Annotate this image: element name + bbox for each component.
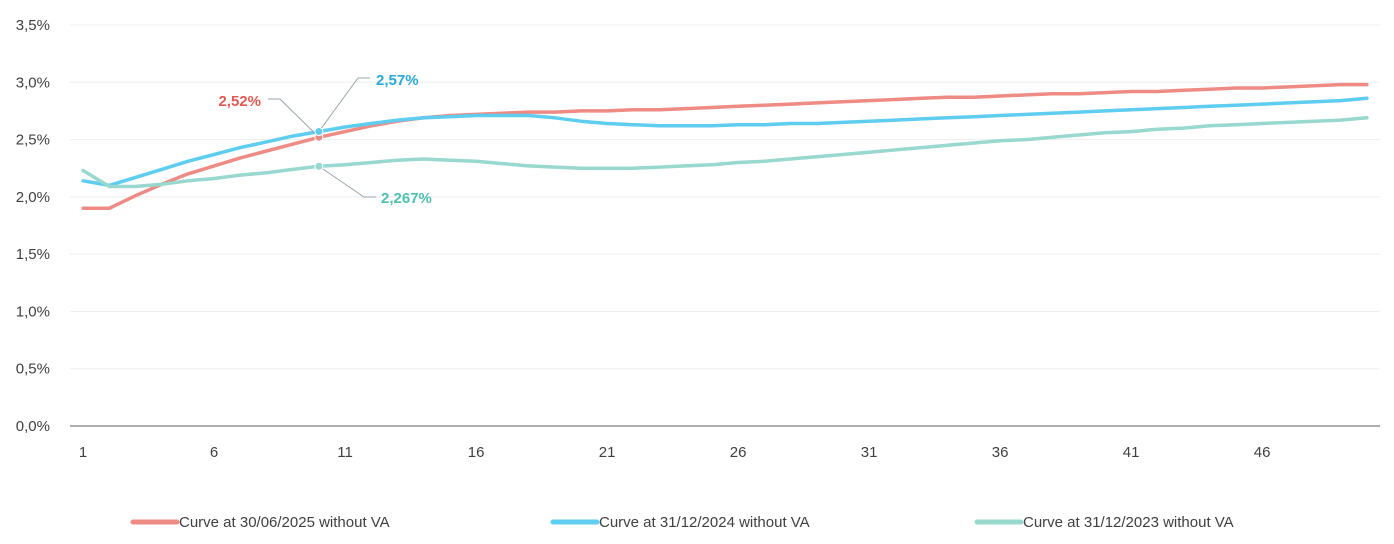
legend-label: Curve at 31/12/2024 without VA (599, 514, 810, 531)
x-tick-label: 6 (210, 444, 218, 461)
leader-line (318, 165, 376, 198)
data-label: 2,267% (381, 190, 432, 207)
x-tick-label: 36 (992, 444, 1009, 461)
leader-line (318, 77, 370, 132)
data-point-marker (314, 161, 324, 171)
legend-label: Curve at 31/12/2023 without VA (1023, 514, 1234, 531)
annotations: 2,52% 2,57% 2,267% (218, 72, 431, 207)
y-tick-label: 1,0% (16, 303, 50, 320)
y-tick-label: 3,0% (16, 74, 50, 91)
series-line-2 (81, 96, 1369, 188)
data-label: 2,57% (376, 72, 419, 89)
y-tick-label: 3,5% (16, 17, 50, 34)
y-tick-label: 2,5% (16, 132, 50, 149)
y-tick-label: 0,5% (16, 361, 50, 378)
legend-label: Curve at 30/06/2025 without VA (179, 514, 390, 531)
x-tick-label: 46 (1254, 444, 1271, 461)
y-axis: 0,0% 0,5% 1,0% 1,5% 2,0% 2,5% 3,0% 3,5% (16, 17, 50, 435)
y-tick-label: 1,5% (16, 246, 50, 263)
data-label: 2,52% (218, 93, 261, 110)
series-lines (81, 82, 1369, 211)
leader-line (268, 98, 320, 138)
x-tick-label: 11 (337, 444, 353, 461)
x-tick-label: 16 (468, 444, 485, 461)
x-tick-label: 31 (861, 444, 878, 461)
x-tick-label: 21 (599, 444, 616, 461)
series-line-3 (81, 116, 1369, 189)
x-tick-label: 26 (730, 444, 747, 461)
x-tick-label: 1 (79, 444, 87, 461)
x-axis: 1 6 11 16 21 26 31 36 41 46 (70, 425, 1380, 461)
y-tick-label: 2,0% (16, 189, 50, 206)
y-tick-label: 0,0% (16, 418, 50, 435)
x-tick-label: 41 (1123, 444, 1140, 461)
grid-lines (70, 24, 1380, 370)
data-point-marker (314, 127, 324, 137)
series-line-1 (81, 82, 1369, 211)
legend: Curve at 30/06/2025 without VA Curve at 3… (130, 514, 1234, 531)
